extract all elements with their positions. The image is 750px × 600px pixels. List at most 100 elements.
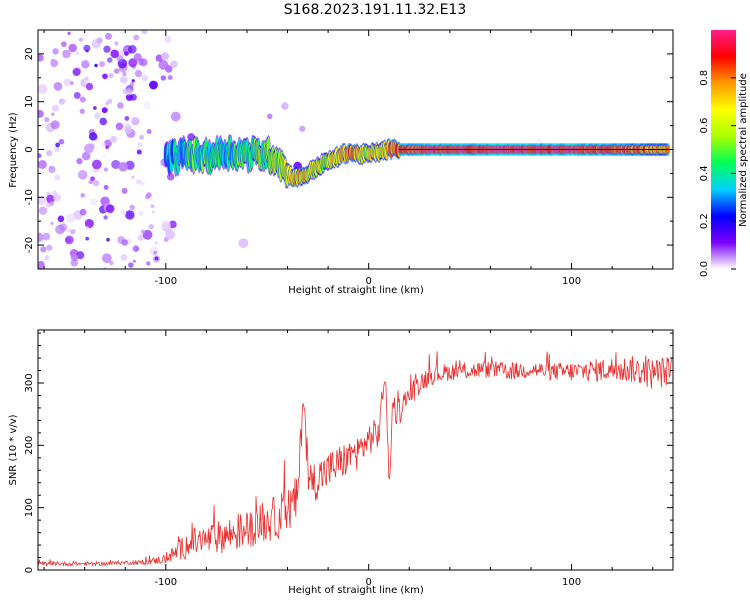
noise-blob <box>161 220 171 231</box>
noise-blob <box>84 218 94 229</box>
colorbar-tick-label: 0.6 <box>699 118 710 134</box>
noise-blob <box>77 170 88 180</box>
noise-blob <box>121 239 128 246</box>
snr-x-tick-label: 100 <box>562 577 581 588</box>
noise-blob <box>65 213 76 224</box>
noise-blob <box>48 165 56 174</box>
noise-blob <box>78 37 83 42</box>
spectrogram-x-tick-label: 100 <box>562 276 581 287</box>
noise-blob <box>103 167 109 172</box>
noise-blob <box>151 210 155 214</box>
noise-blob <box>187 133 196 141</box>
noise-blob <box>105 145 109 150</box>
noise-blob <box>104 32 112 40</box>
noise-blob <box>83 44 91 52</box>
noise-blob <box>58 138 65 145</box>
noise-blob <box>85 76 89 81</box>
noise-blob <box>238 238 249 249</box>
noise-blob <box>164 65 173 73</box>
spectrogram-x-ticks: -100 0 100 <box>43 30 654 287</box>
noise-blob <box>111 159 121 169</box>
noise-blob <box>154 241 158 245</box>
figure-title: S168.2023.191.11.32.E13 <box>284 2 467 18</box>
snr-panel: -100 0 100 0 100 200 300 Height of straight l… <box>8 329 674 596</box>
noise-blob <box>113 68 120 74</box>
noise-blob <box>117 102 124 109</box>
noise-blob <box>132 259 136 263</box>
noise-blob <box>102 154 107 158</box>
noise-blob <box>88 132 98 141</box>
noise-blob <box>79 208 87 216</box>
noise-blob <box>89 198 98 206</box>
snr-y-tick-label: 200 <box>24 436 35 455</box>
noise-blob <box>165 229 175 240</box>
noise-blob <box>125 210 135 220</box>
snr-x-tick-label: -100 <box>154 577 177 588</box>
noise-blob <box>132 246 137 251</box>
noise-blob <box>38 196 46 205</box>
noise-blob <box>160 75 167 81</box>
colorbar-tick-label: 0.2 <box>699 213 710 229</box>
snr-y-tick-label: 100 <box>24 498 35 517</box>
colorbar-label: Normalized spectral amplitude <box>738 73 749 227</box>
noise-blob <box>99 61 106 68</box>
noise-blob <box>73 67 82 76</box>
spectrogram-y-tick-label: -10 <box>24 189 35 205</box>
noise-blob <box>124 115 130 121</box>
noise-blob <box>116 55 124 62</box>
noise-blob <box>52 193 61 202</box>
noise-blob <box>38 109 44 118</box>
noise-blob <box>70 81 74 85</box>
noise-blob <box>124 51 129 56</box>
noise-blob <box>67 31 71 36</box>
noise-blob <box>106 57 113 63</box>
snr-frame <box>37 329 674 571</box>
noise-blob <box>121 187 128 194</box>
noise-blob <box>54 146 60 153</box>
noise-blob <box>85 49 89 53</box>
noise-blob <box>38 84 48 94</box>
noise-blob <box>38 232 44 242</box>
noise-blob <box>38 153 42 158</box>
noise-blob <box>124 126 132 134</box>
noise-blob <box>141 181 145 186</box>
noise-blob <box>139 58 148 67</box>
noise-blob <box>105 204 115 214</box>
noise-blob <box>51 104 60 112</box>
snr-x-label: Height of straight line (km) <box>288 585 424 596</box>
noise-blob <box>46 244 53 251</box>
noise-blob <box>281 102 289 110</box>
noise-blob <box>73 91 81 99</box>
spectrogram-x-tick-label: -100 <box>154 276 177 287</box>
noise-blob <box>44 255 50 261</box>
noise-blob <box>64 235 74 245</box>
noise-blob <box>79 96 86 103</box>
noise-blob <box>170 111 181 122</box>
snr-y-tick-label: 300 <box>24 373 35 392</box>
noise-blob <box>76 251 85 260</box>
noise-blob <box>160 52 170 61</box>
noise-blob <box>93 112 101 120</box>
noise-blob <box>115 122 124 131</box>
noise-blob <box>137 234 144 241</box>
noise-blob <box>137 141 143 148</box>
noise-blob <box>85 82 94 91</box>
noise-blob <box>167 74 173 81</box>
colorbar: 0.0 0.2 0.4 0.6 0.8 Normalized spectral ampl… <box>699 30 749 277</box>
noise-blob <box>57 215 65 223</box>
noise-blob <box>92 180 100 187</box>
noise-blob <box>55 142 61 148</box>
noise-blob <box>50 221 54 225</box>
noise-blob <box>150 204 155 208</box>
noise-blob <box>121 210 127 216</box>
noise-blob <box>101 107 108 114</box>
noise-blob <box>148 223 154 230</box>
noise-blob <box>85 226 89 230</box>
colorbar-tick-label: 0.4 <box>699 165 710 181</box>
noise-blob <box>83 143 94 154</box>
noise-blob <box>134 69 143 78</box>
noise-blob <box>68 43 77 53</box>
spectrogram-y-tick-label: 20 <box>24 48 35 61</box>
